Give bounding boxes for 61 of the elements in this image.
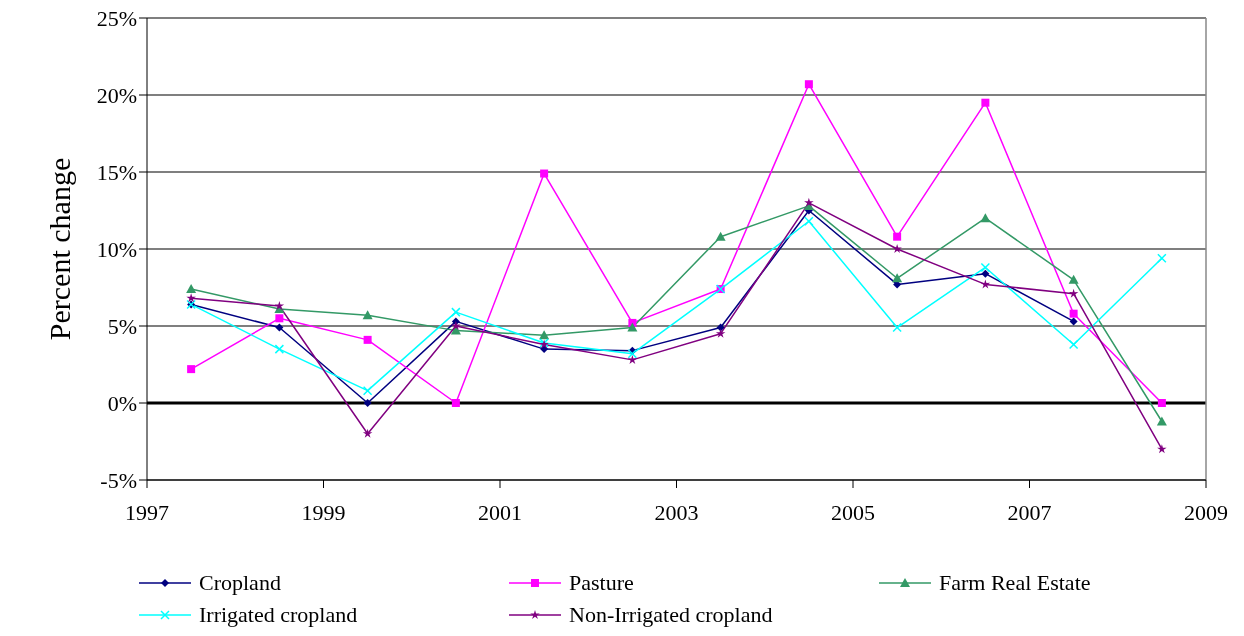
x-tick-label: 2009 — [1184, 499, 1228, 525]
point — [804, 216, 814, 227]
point — [715, 328, 726, 338]
x-tick-label: 2003 — [654, 499, 699, 525]
point — [1069, 317, 1078, 326]
point — [715, 231, 726, 241]
point — [540, 169, 549, 178]
point — [362, 428, 373, 438]
y-tick-label: -5% — [100, 467, 137, 493]
point — [980, 262, 991, 273]
point — [275, 314, 284, 323]
point — [1157, 399, 1166, 407]
y-tick-label: 15% — [96, 159, 137, 185]
point — [892, 244, 902, 254]
point — [362, 310, 373, 320]
x-tick-label: 1997 — [125, 499, 169, 525]
point — [627, 348, 638, 359]
point — [451, 307, 461, 317]
y-tick-label: 5% — [107, 313, 137, 339]
point — [186, 284, 197, 294]
point — [1157, 253, 1167, 263]
point — [1157, 444, 1167, 454]
legend-label: Farm Real Estate — [939, 570, 1091, 596]
point — [362, 385, 373, 396]
point — [804, 80, 813, 89]
legend-label: Non-Irrigated cropland — [569, 602, 773, 628]
legend-label: Pasture — [569, 570, 634, 596]
x-tick-label: 2007 — [1007, 499, 1052, 525]
point — [275, 323, 284, 332]
y-tick-label: 10% — [96, 236, 137, 262]
y-axis-title: Percent change — [42, 157, 76, 341]
point — [187, 365, 196, 374]
point — [893, 232, 902, 241]
x-tick-label: 2001 — [478, 499, 522, 525]
y-tick-label: 20% — [96, 82, 137, 108]
point — [981, 98, 990, 107]
point — [274, 300, 285, 311]
point — [274, 344, 285, 354]
point — [1068, 339, 1079, 350]
point — [716, 323, 725, 332]
point — [980, 213, 991, 223]
point — [539, 330, 550, 340]
point — [981, 269, 990, 278]
point — [363, 399, 372, 407]
point — [1068, 274, 1079, 284]
y-tick-label: 0% — [107, 390, 137, 416]
point — [892, 273, 903, 283]
point — [451, 321, 461, 331]
point — [1068, 288, 1079, 298]
point — [451, 399, 460, 407]
x-tick-label: 1999 — [301, 499, 346, 525]
point — [892, 322, 902, 333]
legend-label: Irrigated cropland — [199, 602, 358, 628]
point — [627, 322, 638, 332]
x-tick-label: 2005 — [831, 499, 875, 525]
legend-label: Cropland — [199, 570, 281, 596]
point — [363, 335, 372, 344]
point — [1069, 309, 1078, 318]
point — [186, 293, 196, 303]
point — [980, 279, 991, 289]
y-tick-label: 25% — [96, 5, 137, 31]
